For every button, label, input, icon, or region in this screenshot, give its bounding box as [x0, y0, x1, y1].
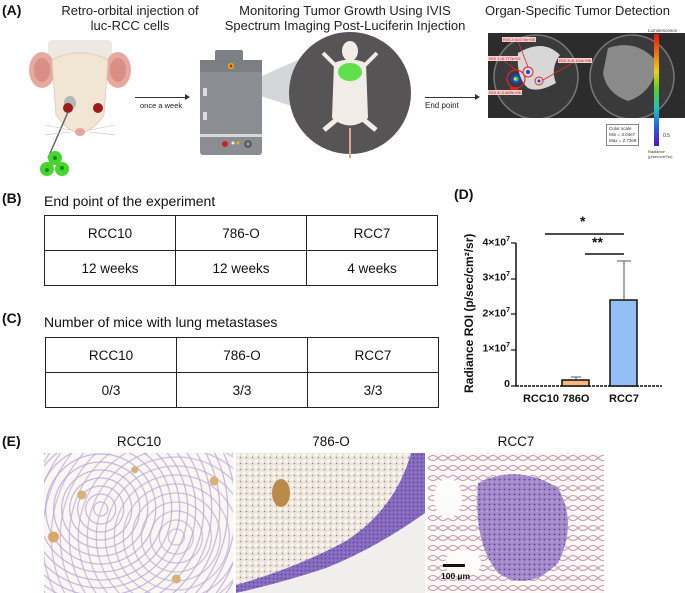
colorbar-unit-line2: (p/sec/cm²/sr)	[648, 154, 673, 159]
step1-title: Retro-orbital injection of luc-RCC cells	[30, 3, 230, 33]
roi-label: ROI 1=6.777e+07	[488, 56, 522, 61]
histology-title-rcc7: RCC7	[497, 434, 535, 449]
significance-double-star: **	[592, 234, 603, 250]
color-scale-min: Min = 3.04e7	[609, 132, 636, 137]
roi-label: ROI 4=3.669e+06	[488, 90, 522, 95]
table-c-caption: Number of mice with lung metastases	[44, 314, 278, 330]
step1-title-line1: Retro-orbital injection of	[61, 3, 199, 18]
colorbar-unit-line1: Radiance	[648, 149, 665, 154]
table-cell: 786-O	[176, 337, 308, 373]
table-cell: 3/3	[176, 372, 308, 408]
panel-e-label: (E)	[2, 433, 21, 449]
arrow-once-a-week-label: once a week	[140, 101, 183, 110]
endpoint-table: RCC10 786-O RCC7 12 weeks 12 weeks 4 wee…	[44, 215, 438, 286]
ytick-text: 2×10	[482, 307, 507, 320]
step2-title: Monitoring Tumor Growth Using IVIS Spect…	[215, 3, 475, 33]
arrow-once-a-week	[135, 97, 185, 98]
colorbar-title: Luminescence	[648, 28, 678, 33]
ytick-text: 3×10	[482, 271, 507, 284]
step3-title: Organ-Specific Tumor Detection	[485, 3, 670, 18]
ytick-exp: 7	[506, 271, 510, 278]
table-row: 12 weeks 12 weeks 4 weeks	[44, 250, 438, 286]
ytick-label: 4×107	[466, 236, 510, 249]
ytick-text: 0	[504, 378, 510, 390]
table-header-row: RCC10 786-O RCC7	[44, 215, 438, 251]
xcat-label: 786O	[562, 393, 590, 405]
table-cell: 786-O	[175, 215, 307, 251]
luc-rcc-cells-icon	[40, 151, 69, 176]
scale-bar-label: 100 µm	[441, 571, 470, 581]
metastases-table: RCC10 786-O RCC7 0/3 3/3 3/3	[45, 337, 439, 408]
step1-title-line2: luc-RCC cells	[90, 18, 170, 33]
table-cell: RCC7	[306, 215, 438, 251]
colorbar-tick: 2.5	[663, 39, 670, 45]
ytick-label: 2×107	[466, 307, 510, 320]
table-cell: 3/3	[307, 372, 439, 408]
table-cell: RCC7	[307, 337, 439, 373]
ivis-instrument-illustration	[200, 50, 262, 155]
arrow-head-icon	[185, 94, 190, 100]
table-cell: RCC10	[45, 337, 177, 373]
bar-chart	[511, 233, 662, 387]
table-cell: 0/3	[45, 372, 177, 408]
step2-title-line2: Spectrum Imaging Post-Luciferin Injectio…	[224, 18, 466, 33]
colorbar-unit: Radiance (p/sec/cm²/sr)	[648, 149, 672, 159]
colorbar-tick: 1.0	[663, 110, 670, 116]
histology-image-786o	[236, 453, 425, 593]
table-cell: RCC10	[44, 215, 176, 251]
color-scale-box: Color scale Min = 3.04e7 Max = 2.73e8	[606, 124, 640, 146]
ytick-exp: 7	[506, 342, 510, 349]
colorbar-tick: 1.5	[663, 86, 670, 92]
ytick-exp: 7	[506, 236, 510, 243]
arrow-head-icon	[475, 94, 480, 100]
mouse-imaging-circle	[289, 32, 411, 158]
colorbar-tick: 0.5	[663, 133, 670, 139]
roi-label: ROI 3=6.104e+06	[558, 58, 592, 63]
ytick-text: 4×10	[482, 236, 507, 249]
table-b-caption: End point of the experiment	[44, 193, 216, 209]
scale-bar	[443, 564, 465, 567]
table-row: 0/3 3/3 3/3	[45, 372, 439, 408]
ivis-lung-image: ROI 2=6.079e+06 ROI 1=6.777e+07 ROI 3=6.…	[488, 33, 685, 118]
ytick-label: 0	[466, 378, 510, 390]
table-cell: 12 weeks	[44, 250, 176, 286]
colorbar-tick: 2.0	[663, 62, 670, 68]
histology-title-786o: 786-O	[312, 434, 350, 449]
histology-image-rcc10	[44, 453, 233, 593]
histology-image-rcc7: 100 µm	[428, 453, 604, 593]
color-scale-title: Color scale	[609, 126, 632, 131]
colorbar-multiplier: x10⁸	[675, 94, 685, 99]
table-cell: 12 weeks	[175, 250, 307, 286]
arrow-end-point-label: End point	[425, 101, 459, 110]
color-scale-max: Max = 2.73e8	[609, 138, 637, 143]
ytick-label: 1×107	[466, 342, 510, 355]
ytick-text: 1×10	[482, 342, 507, 355]
panel-d-label: (D)	[454, 186, 474, 202]
panel-c-label: (C)	[2, 310, 22, 326]
histology-title-rcc10: RCC10	[116, 434, 162, 449]
table-cell: 4 weeks	[306, 250, 438, 286]
roi-label: ROI 2=6.079e+06	[502, 37, 536, 42]
significance-star: *	[580, 213, 586, 229]
colorbar	[654, 34, 659, 146]
xcat-label: RCC10	[522, 393, 560, 405]
step2-title-line1: Monitoring Tumor Growth Using IVIS	[239, 3, 451, 18]
panel-a-label: (A)	[2, 2, 22, 18]
mouse-injection-illustration	[29, 40, 131, 159]
xcat-label: RCC7	[609, 393, 639, 405]
ytick-exp: 7	[506, 307, 510, 314]
table-header-row: RCC10 786-O RCC7	[45, 337, 439, 373]
ytick-label: 3×107	[466, 271, 510, 284]
arrow-end-point	[425, 97, 475, 98]
panel-b-label: (B)	[2, 190, 22, 206]
